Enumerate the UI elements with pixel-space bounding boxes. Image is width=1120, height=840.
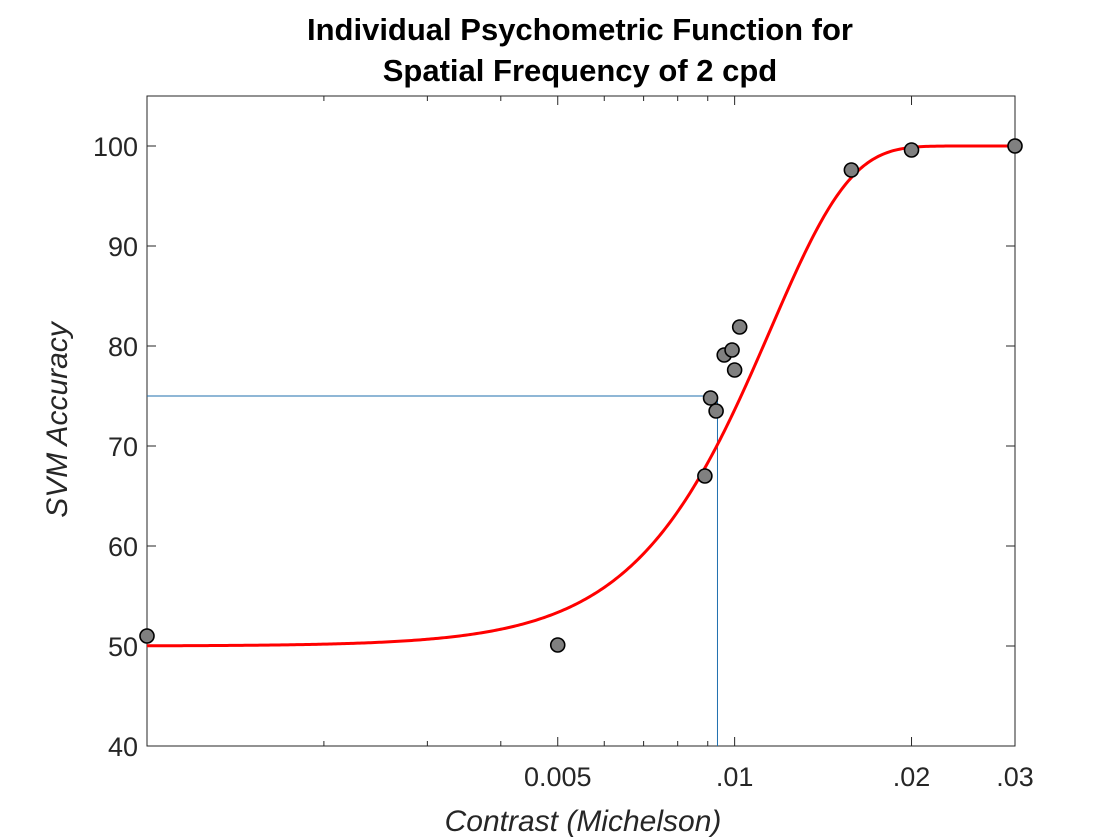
y-tick-label: 60 [108,532,138,562]
x-tick-label: .02 [893,762,931,792]
x-tick-label: .03 [996,762,1034,792]
data-point [903,142,920,158]
data-point [139,628,155,644]
chart-title-line-2: Spatial Frequency of 2 cpd [383,53,777,88]
axes-box [146,95,1016,747]
data-point [726,362,743,378]
data-point [549,637,566,653]
y-tick-label: 70 [108,432,138,462]
x-tick-label: .01 [716,762,754,792]
y-tick-label: 50 [108,632,138,662]
y-tick-label: 90 [108,232,138,262]
fitted-psychometric-curve [146,144,1015,648]
chart-title-line-1: Individual Psychometric Function for [307,12,853,47]
y-tick-label: 80 [108,332,138,362]
data-point [731,319,748,335]
y-axis-label: SVM Accuracy [41,320,74,518]
x-axis-label: Contrast (Michelson) [445,805,722,838]
data-point [724,342,740,358]
plot-area: 40 50 60 70 80 90 100 0.005 .01 .02 .03 [93,95,1034,792]
x-tick-label: 0.005 [524,762,592,792]
y-tick-label: 100 [93,132,138,162]
data-point [843,162,860,178]
data-point [1007,138,1023,154]
data-point [702,390,719,406]
y-tick-label: 40 [108,732,138,762]
data-point [697,468,713,484]
data-point [708,403,724,419]
